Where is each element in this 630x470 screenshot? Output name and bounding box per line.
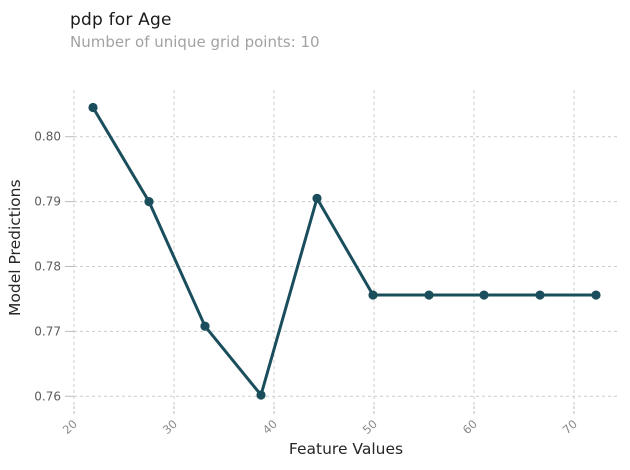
data-point-marker — [144, 197, 154, 207]
data-point-marker — [312, 193, 322, 203]
data-point-marker — [256, 390, 266, 400]
y-tick-label: 0.77 — [34, 324, 61, 338]
data-point-marker — [591, 290, 601, 300]
data-point-marker — [368, 290, 378, 300]
y-tick-label: 0.76 — [34, 389, 61, 403]
x-tick-label: 50 — [360, 417, 380, 437]
x-axis-label: Feature Values — [288, 440, 404, 458]
data-point-marker — [200, 321, 210, 331]
y-tick-label: 0.80 — [34, 130, 61, 144]
x-tick-label: 70 — [560, 417, 580, 437]
y-tick-label: 0.78 — [34, 259, 61, 273]
data-point-marker — [479, 290, 489, 300]
x-tick-label: 40 — [260, 417, 280, 437]
x-tick-label: 60 — [460, 417, 480, 437]
y-tick-label: 0.79 — [34, 195, 61, 209]
x-tick-label: 20 — [60, 417, 80, 437]
data-point-marker — [535, 290, 545, 300]
chart-title: pdp for Age — [70, 10, 172, 30]
data-point-marker — [88, 102, 98, 113]
x-tick-label: 30 — [160, 417, 180, 437]
pdp-line — [91, 106, 598, 397]
chart-subtitle: Number of unique grid points: 10 — [70, 33, 320, 51]
data-point-marker — [424, 290, 434, 300]
